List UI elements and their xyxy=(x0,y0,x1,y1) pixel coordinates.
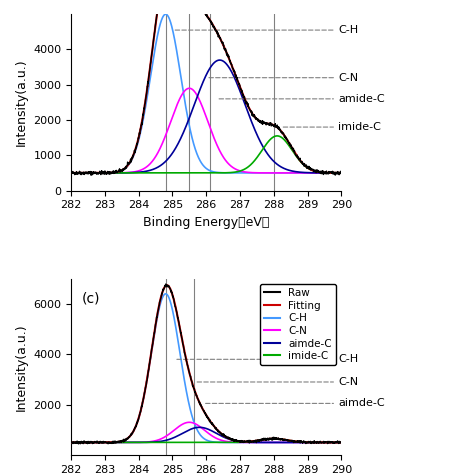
Legend: Raw, Fitting, C-H, C-N, aimde-C, imide-C: Raw, Fitting, C-H, C-N, aimde-C, imide-C xyxy=(260,284,336,365)
Text: C-H: C-H xyxy=(338,25,358,35)
Text: imide-C: imide-C xyxy=(338,122,381,132)
Text: C-H: C-H xyxy=(338,355,358,365)
Text: C-N: C-N xyxy=(338,377,358,387)
X-axis label: Binding Energy（eV）: Binding Energy（eV） xyxy=(143,216,269,229)
Text: amide-C: amide-C xyxy=(338,94,384,104)
Y-axis label: Intensity(a.u.): Intensity(a.u.) xyxy=(15,59,27,146)
Y-axis label: Intensity(a.u.): Intensity(a.u.) xyxy=(15,323,27,410)
Text: (c): (c) xyxy=(82,291,100,305)
Text: C-N: C-N xyxy=(338,73,358,82)
Text: aimde-C: aimde-C xyxy=(338,399,384,409)
